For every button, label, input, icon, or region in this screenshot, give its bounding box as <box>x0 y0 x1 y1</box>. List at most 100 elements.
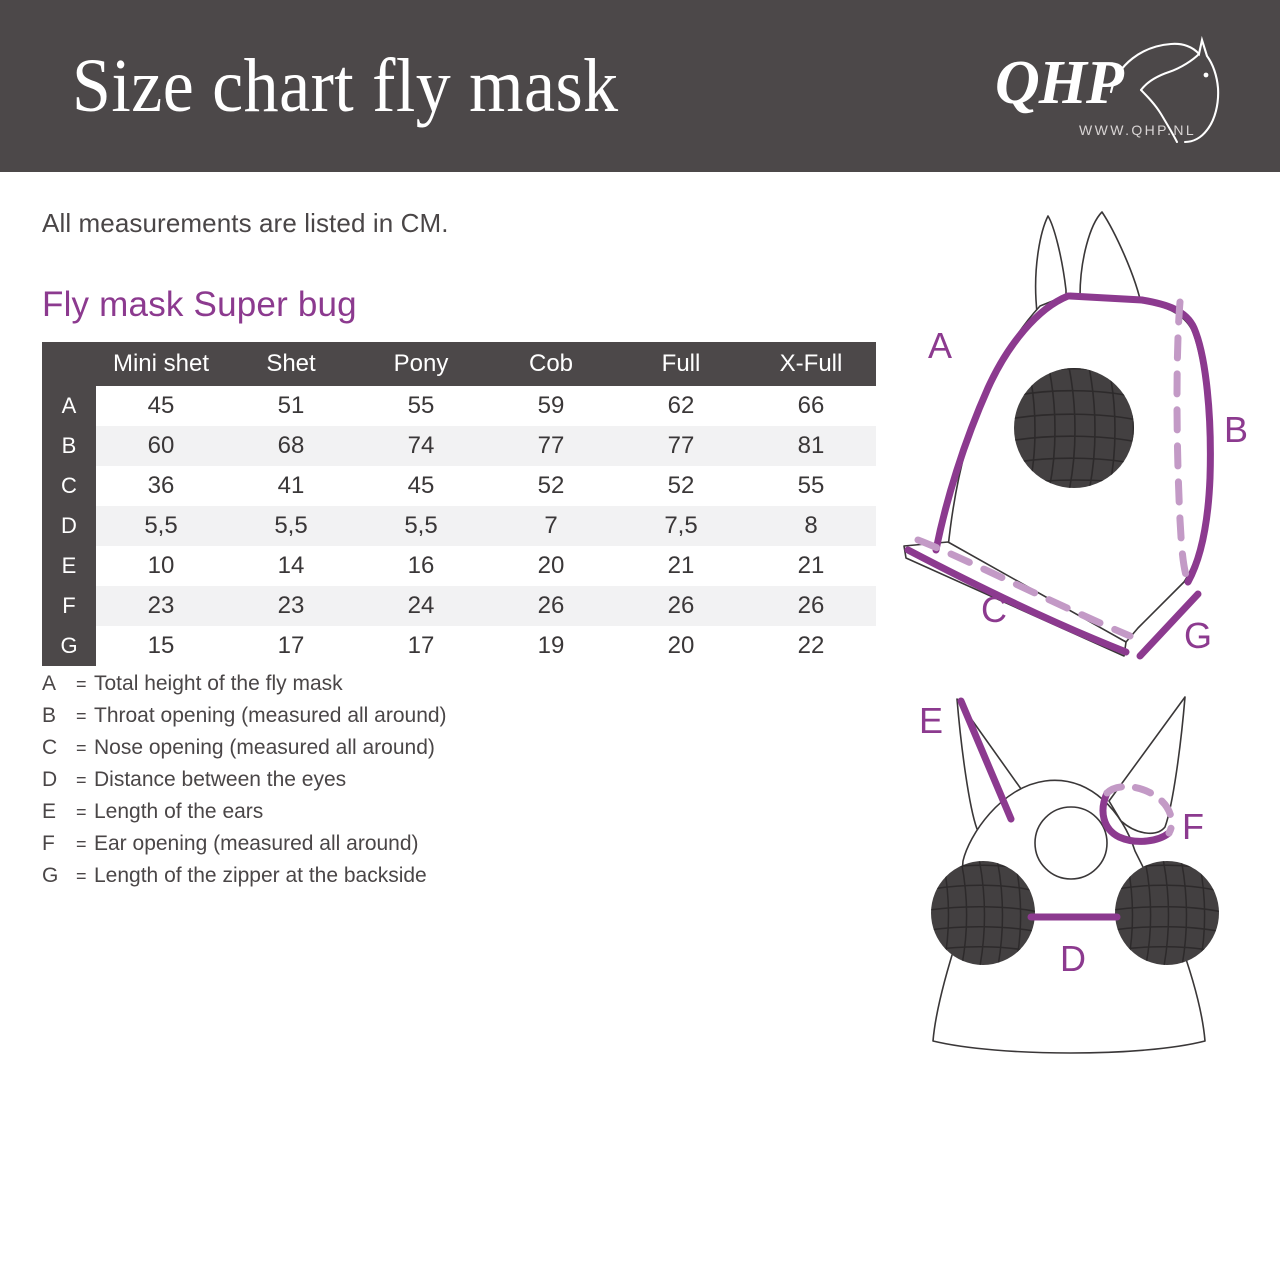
cell-a-cob: 59 <box>486 386 616 426</box>
cell-g-mini-shet: 15 <box>96 626 226 666</box>
measure-label-a: A <box>928 325 952 366</box>
table-head: Mini shet Shet Pony Cob Full X-Full <box>42 342 876 386</box>
legend-key: E <box>42 800 57 823</box>
logo-wordmark: QHP <box>995 49 1124 117</box>
cell-a-shet: 51 <box>226 386 356 426</box>
cell-d-x-full: 8 <box>746 506 876 546</box>
measure-line-b-dashed <box>1173 298 1192 586</box>
legend-key: G <box>42 864 59 887</box>
cell-f-mini-shet: 23 <box>96 586 226 626</box>
row-label-f: F <box>42 586 96 626</box>
row-label-c: C <box>42 466 96 506</box>
cell-f-pony: 24 <box>356 586 486 626</box>
measure-line-b <box>1066 292 1214 586</box>
cell-e-pony: 16 <box>356 546 486 586</box>
measure-line-g <box>1136 590 1202 660</box>
cell-f-full: 26 <box>616 586 746 626</box>
fly-mask-front-view-diagram: D E F <box>919 696 1219 1054</box>
cell-a-mini-shet: 45 <box>96 386 226 426</box>
column-header-full: Full <box>616 342 746 386</box>
fly-mask-side-view-diagram: A B C G <box>903 211 1248 660</box>
cell-b-cob: 77 <box>486 426 616 466</box>
column-header-cob: Cob <box>486 342 616 386</box>
table-row: D 5,5 5,5 5,5 7 7,5 8 <box>42 506 876 546</box>
legend-key: C <box>42 736 58 759</box>
measurement-legend: A = Total height of the fly mask B = Thr… <box>42 672 602 896</box>
legend-equals: = <box>76 770 87 790</box>
measure-line-c-dashed <box>914 536 1134 640</box>
cell-g-x-full: 22 <box>746 626 876 666</box>
measure-line-f-dashed <box>1103 783 1176 837</box>
cell-b-x-full: 81 <box>746 426 876 466</box>
legend-key: A <box>42 672 57 695</box>
legend-key: F <box>42 832 55 855</box>
cell-g-cob: 19 <box>486 626 616 666</box>
legend-description: Distance between the eyes <box>94 768 347 791</box>
cell-c-x-full: 55 <box>746 466 876 506</box>
cell-e-full: 21 <box>616 546 746 586</box>
row-label-g: G <box>42 626 96 666</box>
measure-label-c: C <box>981 589 1007 630</box>
legend-item-a: A = Total height of the fly mask <box>42 672 602 704</box>
measure-label-f: F <box>1182 806 1204 847</box>
cell-d-cob: 7 <box>486 506 616 546</box>
cell-e-x-full: 21 <box>746 546 876 586</box>
cell-e-shet: 14 <box>226 546 356 586</box>
cell-e-cob: 20 <box>486 546 616 586</box>
legend-item-e: E = Length of the ears <box>42 800 602 832</box>
mask-ear-right-outline <box>1108 696 1186 834</box>
cell-g-full: 20 <box>616 626 746 666</box>
legend-key: D <box>42 768 58 791</box>
page-title: Size chart fly mask <box>72 44 619 128</box>
measure-line-c <box>904 546 1130 656</box>
legend-key: B <box>42 704 57 727</box>
legend-equals: = <box>76 674 87 694</box>
cell-c-shet: 41 <box>226 466 356 506</box>
legend-equals: = <box>76 834 87 854</box>
column-header-x-full: X-Full <box>746 342 876 386</box>
cell-c-cob: 52 <box>486 466 616 506</box>
cell-f-cob: 26 <box>486 586 616 626</box>
nose-opening-outline <box>1034 806 1108 880</box>
row-label-a: A <box>42 386 96 426</box>
legend-equals: = <box>76 738 87 758</box>
legend-item-f: F = Ear opening (measured all around) <box>42 832 602 864</box>
table-row: F 23 23 24 26 26 26 <box>42 586 876 626</box>
cell-g-shet: 17 <box>226 626 356 666</box>
legend-equals: = <box>76 706 87 726</box>
legend-item-d: D = Distance between the eyes <box>42 768 602 800</box>
header-bar: Size chart fly mask QHP WWW.QHP.NL <box>0 0 1280 172</box>
column-header-pony: Pony <box>356 342 486 386</box>
cell-b-shet: 68 <box>226 426 356 466</box>
measure-line-e <box>957 697 1015 823</box>
legend-item-b: B = Throat opening (measured all around) <box>42 704 602 736</box>
table-row: G 15 17 17 19 20 22 <box>42 626 876 666</box>
legend-description: Length of the ears <box>94 800 264 823</box>
brand-logo: QHP WWW.QHP.NL <box>993 30 1228 148</box>
logo-url: WWW.QHP.NL <box>1079 122 1197 138</box>
row-label-d: D <box>42 506 96 546</box>
measurement-unit-note: All measurements are listed in CM. <box>42 208 449 238</box>
table-row: C 36 41 45 52 52 55 <box>42 466 876 506</box>
legend-equals: = <box>76 866 87 886</box>
cell-e-mini-shet: 10 <box>96 546 226 586</box>
measure-line-a <box>932 292 1072 554</box>
measure-label-g: G <box>1184 615 1212 656</box>
row-label-e: E <box>42 546 96 586</box>
cell-c-full: 52 <box>616 466 746 506</box>
legend-description: Ear opening (measured all around) <box>94 832 419 855</box>
cell-a-pony: 55 <box>356 386 486 426</box>
legend-description: Total height of the fly mask <box>94 672 343 695</box>
cell-f-shet: 23 <box>226 586 356 626</box>
legend-equals: = <box>76 802 87 822</box>
size-chart-table: Mini shet Shet Pony Cob Full X-Full A 45… <box>42 342 876 666</box>
cell-f-x-full: 26 <box>746 586 876 626</box>
table-row: B 60 68 74 77 77 81 <box>42 426 876 466</box>
horse-head-icon <box>1109 35 1220 144</box>
cell-b-full: 77 <box>616 426 746 466</box>
legend-description: Throat opening (measured all around) <box>94 704 447 727</box>
row-label-b: B <box>42 426 96 466</box>
column-header-shet: Shet <box>226 342 356 386</box>
cell-d-shet: 5,5 <box>226 506 356 546</box>
cell-c-pony: 45 <box>356 466 486 506</box>
